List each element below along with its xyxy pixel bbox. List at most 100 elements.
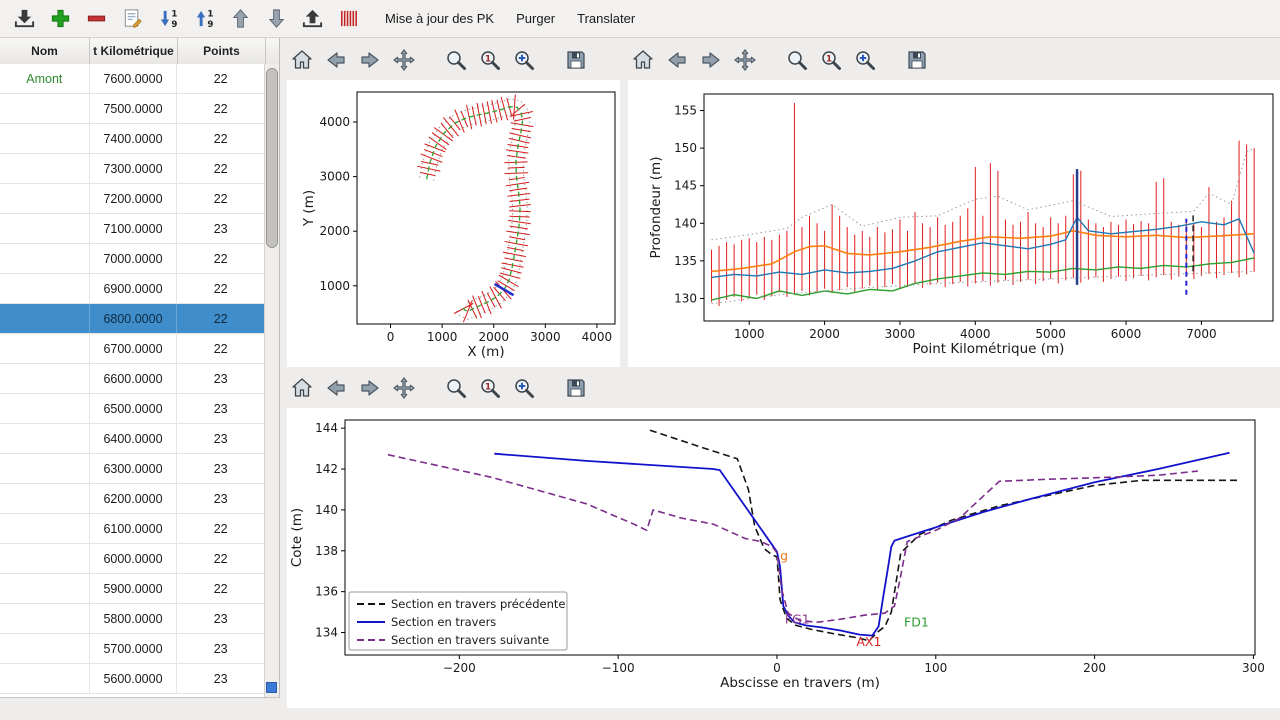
svg-text:9: 9 xyxy=(171,20,177,30)
table-row[interactable]: 7100.0000 23 xyxy=(0,214,265,244)
zoom-plus-icon[interactable] xyxy=(509,373,539,403)
annotation-ax1: AX1 xyxy=(856,634,881,649)
table-row[interactable]: 6900.0000 22 xyxy=(0,274,265,304)
forward-icon[interactable] xyxy=(355,45,385,75)
table-row[interactable]: 5700.0000 23 xyxy=(0,634,265,664)
menu-item-mise-jour-des-pk[interactable]: Mise à jour des PK xyxy=(385,11,495,26)
toolbar-separator xyxy=(764,60,778,61)
forward-icon[interactable] xyxy=(355,373,385,403)
table-row[interactable]: 7000.0000 22 xyxy=(0,244,265,274)
back-icon[interactable] xyxy=(321,45,351,75)
export-icon[interactable] xyxy=(298,5,326,33)
svg-text:0: 0 xyxy=(773,661,781,675)
table-row[interactable]: 5900.0000 22 xyxy=(0,574,265,604)
svg-text:Section en travers suivante: Section en travers suivante xyxy=(391,633,549,647)
table-row[interactable]: 7400.0000 22 xyxy=(0,124,265,154)
svg-text:135: 135 xyxy=(674,254,697,268)
cell-name xyxy=(0,334,90,363)
back-icon[interactable] xyxy=(321,373,351,403)
cell-pk: 5800.0000 xyxy=(90,604,178,633)
home-icon[interactable] xyxy=(287,373,317,403)
zoom-one-icon[interactable]: 1 xyxy=(475,45,505,75)
cell-points: 23 xyxy=(177,634,265,663)
scrollbar-thumb[interactable] xyxy=(266,68,278,248)
cross-sections-icon[interactable] xyxy=(334,5,362,33)
cell-name xyxy=(0,574,90,603)
table-row[interactable]: 5800.0000 23 xyxy=(0,604,265,634)
import-icon[interactable] xyxy=(10,5,38,33)
main-menu: Mise à jour des PK Purger Translater xyxy=(376,6,644,31)
cell-points: 22 xyxy=(177,574,265,603)
column-header-0[interactable]: Nom xyxy=(0,38,90,64)
cell-pk: 5700.0000 xyxy=(90,634,178,663)
add-icon[interactable] xyxy=(46,5,74,33)
table-row[interactable]: 6500.0000 23 xyxy=(0,394,265,424)
table-row[interactable]: Amont 7600.0000 22 xyxy=(0,64,265,94)
cell-points: 23 xyxy=(177,394,265,423)
svg-text:2000: 2000 xyxy=(809,327,840,341)
svg-text:100: 100 xyxy=(924,661,947,675)
cell-points: 22 xyxy=(177,64,265,93)
save-icon[interactable] xyxy=(561,45,591,75)
home-icon[interactable] xyxy=(628,45,658,75)
save-icon[interactable] xyxy=(902,45,932,75)
toolbar-separator xyxy=(543,388,557,389)
cell-name xyxy=(0,274,90,303)
cell-name xyxy=(0,184,90,213)
move-up-icon[interactable] xyxy=(226,5,254,33)
table-row[interactable]: 6300.0000 23 xyxy=(0,454,265,484)
back-icon[interactable] xyxy=(662,45,692,75)
table-row[interactable]: 7500.0000 22 xyxy=(0,94,265,124)
table-row[interactable]: 6600.0000 23 xyxy=(0,364,265,394)
cell-name xyxy=(0,154,90,183)
table-scrollbar[interactable] xyxy=(264,64,279,697)
table-row[interactable]: 6700.0000 22 xyxy=(0,334,265,364)
zoom-plus-icon[interactable] xyxy=(850,45,880,75)
svg-text:4000: 4000 xyxy=(319,115,350,129)
table-body: Amont 7600.0000 22 7500.0000 22 7400.0000 22 73… xyxy=(0,64,265,697)
home-icon[interactable] xyxy=(287,45,317,75)
cell-points: 22 xyxy=(177,154,265,183)
pan-icon[interactable] xyxy=(389,373,419,403)
table-row[interactable]: 6100.0000 22 xyxy=(0,514,265,544)
pan-icon[interactable] xyxy=(730,45,760,75)
svg-text:1: 1 xyxy=(485,383,491,393)
pan-icon[interactable] xyxy=(389,45,419,75)
toolbar-separator xyxy=(423,388,437,389)
move-down-icon[interactable] xyxy=(262,5,290,33)
table-row[interactable]: 6800.0000 22 xyxy=(0,304,265,334)
table-row[interactable]: 7300.0000 22 xyxy=(0,154,265,184)
zoom-icon[interactable] xyxy=(441,45,471,75)
zoom-icon[interactable] xyxy=(441,373,471,403)
table-row[interactable]: 5600.0000 23 xyxy=(0,664,265,694)
zoom-plus-icon[interactable] xyxy=(509,45,539,75)
cell-points: 23 xyxy=(177,424,265,453)
forward-icon[interactable] xyxy=(696,45,726,75)
zoom-one-icon[interactable]: 1 xyxy=(816,45,846,75)
cell-pk: 6800.0000 xyxy=(90,304,178,333)
zoom-icon[interactable] xyxy=(782,45,812,75)
svg-text:−200: −200 xyxy=(443,661,476,675)
menu-item-translater[interactable]: Translater xyxy=(577,11,636,26)
scrollbar-bottom-button[interactable] xyxy=(266,682,277,693)
cell-name xyxy=(0,214,90,243)
legend: Section en travers précédente Section en … xyxy=(348,591,568,651)
column-header-1[interactable]: t Kilométrique xyxy=(90,38,178,64)
table-row[interactable]: 6400.0000 23 xyxy=(0,424,265,454)
zoom-one-icon[interactable]: 1 xyxy=(475,373,505,403)
table-row[interactable]: 6000.0000 22 xyxy=(0,544,265,574)
cell-pk: 6100.0000 xyxy=(90,514,178,543)
table-row[interactable]: 7200.0000 22 xyxy=(0,184,265,214)
table-row[interactable]: 6200.0000 23 xyxy=(0,484,265,514)
remove-icon[interactable] xyxy=(82,5,110,33)
svg-text:Profondeur (m): Profondeur (m) xyxy=(648,157,664,259)
svg-text:300: 300 xyxy=(1242,661,1265,675)
column-header-2[interactable]: Points xyxy=(178,38,266,64)
menu-item-purger[interactable]: Purger xyxy=(516,11,556,26)
svg-text:2000: 2000 xyxy=(478,330,509,344)
save-icon[interactable] xyxy=(561,373,591,403)
edit-icon[interactable] xyxy=(118,5,146,33)
